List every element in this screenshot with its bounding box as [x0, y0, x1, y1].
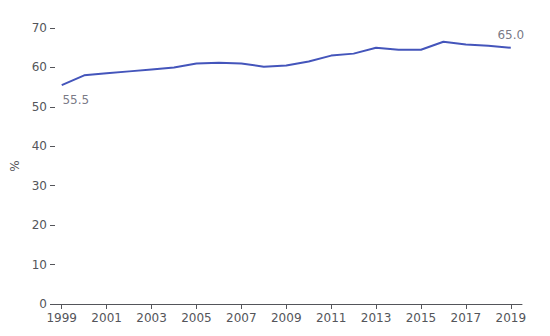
svg-text:2011: 2011 — [316, 311, 347, 325]
svg-text:2013: 2013 — [361, 311, 392, 325]
svg-text:2005: 2005 — [181, 311, 212, 325]
svg-text:10: 10 — [32, 258, 47, 272]
svg-text:2015: 2015 — [406, 311, 437, 325]
svg-text:2009: 2009 — [271, 311, 302, 325]
svg-text:60: 60 — [32, 60, 47, 74]
svg-text:2003: 2003 — [136, 311, 167, 325]
svg-text:50: 50 — [32, 100, 47, 114]
svg-text:70: 70 — [32, 21, 47, 35]
svg-text:%: % — [8, 160, 22, 171]
svg-text:2001: 2001 — [91, 311, 122, 325]
svg-text:1999: 1999 — [46, 311, 77, 325]
svg-text:65.0: 65.0 — [497, 28, 524, 42]
svg-text:20: 20 — [32, 218, 47, 232]
svg-text:2019: 2019 — [496, 311, 527, 325]
svg-text:55.5: 55.5 — [62, 93, 89, 107]
svg-text:2007: 2007 — [226, 311, 257, 325]
svg-text:0: 0 — [39, 297, 47, 311]
svg-text:2017: 2017 — [451, 311, 482, 325]
svg-text:40: 40 — [32, 139, 47, 153]
svg-text:30: 30 — [32, 179, 47, 193]
